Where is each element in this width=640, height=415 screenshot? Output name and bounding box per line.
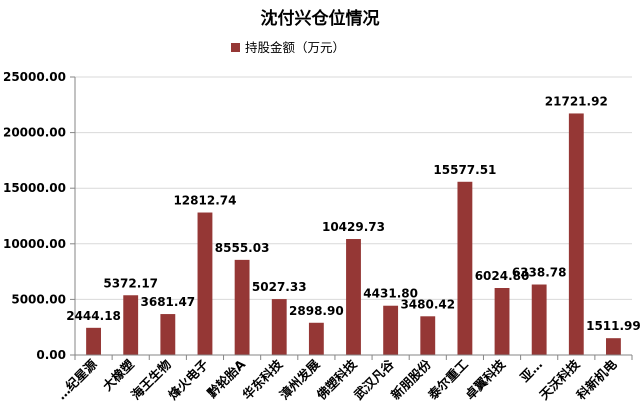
bar xyxy=(420,316,436,355)
bar xyxy=(568,113,584,356)
bar xyxy=(271,299,287,355)
x-axis: …纪星源 大橡塑海王生物烽火电子黔轮胎A华东科技漳州发展佛塑科技武汉凡谷新朋股份泰… xyxy=(54,354,633,403)
y-tick-label: 25000.00 xyxy=(3,70,66,84)
bar xyxy=(160,314,176,355)
value-label: 5372.17 xyxy=(103,276,158,290)
value-label: 2898.90 xyxy=(289,304,344,318)
legend: 持股金额（万元） xyxy=(231,40,345,55)
x-tick-label: 烽火电子 xyxy=(165,356,211,402)
bar xyxy=(531,284,547,355)
value-label: 10429.73 xyxy=(322,220,385,234)
x-tick-label: 漳州发展 xyxy=(277,356,323,402)
x-tick-label: 科新机电 xyxy=(574,356,620,402)
value-label: 6338.78 xyxy=(512,266,567,280)
x-tick-label: 新朋股份 xyxy=(388,356,434,402)
bar xyxy=(494,288,510,355)
chart-title: 沈付兴仓位情况 xyxy=(261,8,380,29)
value-labels: 2444.18 5372.17 3681.47 12812.74 8555.03 5027… xyxy=(66,94,640,333)
x-tick-label: 泰尔重工 xyxy=(424,356,471,403)
value-label: 3480.42 xyxy=(400,297,455,311)
x-tick-label: 佛塑科技 xyxy=(313,356,360,403)
x-tick-label: 华东科技 xyxy=(239,356,285,402)
value-label: 6024.80 xyxy=(475,269,530,283)
y-tick-label: 10000.00 xyxy=(3,237,66,251)
bar xyxy=(308,322,324,355)
value-label: 4431.80 xyxy=(363,287,418,301)
bar xyxy=(234,259,250,355)
x-tick-label: 武汉凡谷 xyxy=(351,356,397,402)
bar xyxy=(346,239,361,355)
legend-swatch xyxy=(231,43,240,52)
bar xyxy=(383,305,399,355)
y-tick-label: 20000.00 xyxy=(3,126,66,140)
bars xyxy=(86,113,621,356)
bar xyxy=(197,212,213,355)
value-label: 15577.51 xyxy=(433,163,496,177)
value-label: 3681.47 xyxy=(141,295,196,309)
x-tick-label: 天沃科技 xyxy=(536,356,582,402)
x-tick-label: 卓翼科技 xyxy=(462,356,508,402)
bar xyxy=(606,338,621,355)
value-label: 5027.33 xyxy=(252,280,307,294)
value-label: 2444.18 xyxy=(66,309,121,323)
legend-label: 持股金额（万元） xyxy=(245,40,345,55)
x-tick-label: 海王生物 xyxy=(128,356,174,402)
value-label: 12812.74 xyxy=(173,194,236,208)
bar xyxy=(123,295,139,355)
y-axis: 0.00 5000.00 10000.00 15000.00 20000.00 25000… xyxy=(3,70,76,362)
value-label: 1511.99 xyxy=(586,319,640,333)
x-tick-label: 亚… xyxy=(517,357,545,385)
y-tick-label: 5000.00 xyxy=(11,292,66,306)
bar xyxy=(86,327,101,355)
y-tick-label: 0.00 xyxy=(36,348,66,362)
x-tick-label: …纪星源 xyxy=(54,356,100,402)
value-label: 21721.92 xyxy=(545,94,608,108)
bar xyxy=(457,181,473,355)
y-tick-label: 15000.00 xyxy=(3,181,66,195)
value-label: 8555.03 xyxy=(215,241,270,255)
